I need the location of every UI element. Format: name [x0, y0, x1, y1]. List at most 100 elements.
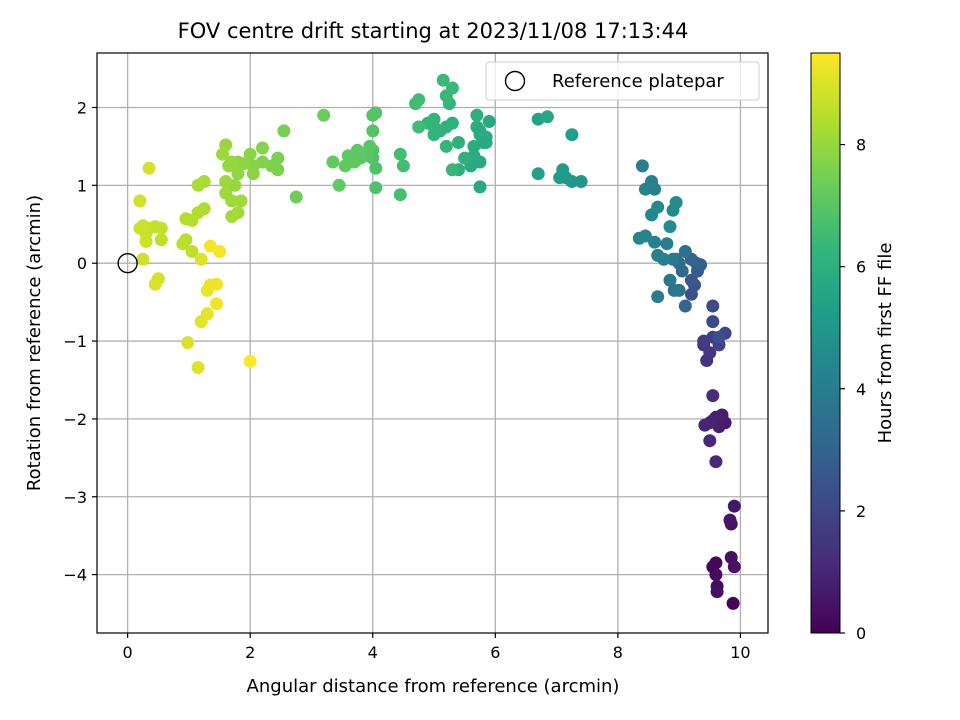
data-point [632, 231, 646, 245]
x-axis-label: Angular distance from reference (arcmin) [247, 676, 620, 697]
data-point [565, 128, 579, 142]
data-point [326, 155, 340, 169]
data-point [666, 252, 680, 266]
y-tick-label: −4 [63, 566, 87, 585]
plot-frame [96, 52, 769, 634]
data-point [651, 248, 665, 262]
data-point [445, 163, 459, 177]
data-point [436, 73, 450, 87]
data-point [706, 299, 720, 313]
data-point [181, 336, 195, 350]
data-point [445, 81, 459, 95]
data-point [473, 124, 487, 138]
x-tick-label: 4 [368, 643, 378, 662]
data-point [136, 252, 150, 266]
data-point [369, 161, 383, 175]
data-point [234, 194, 248, 208]
x-tick-label: 6 [490, 643, 500, 662]
y-axis-label: Rotation from reference (arcmin) [24, 195, 45, 491]
data-point [473, 180, 487, 194]
data-point [663, 273, 677, 287]
data-point [709, 556, 723, 570]
colorbar-tick-label: 4 [856, 380, 866, 399]
data-point [648, 235, 662, 249]
legend-entry-reference-platepar: Reference platepar [552, 71, 724, 92]
data-point [684, 273, 698, 287]
data-point [709, 568, 723, 582]
data-point [458, 151, 472, 165]
colorbar-tick-label: 0 [856, 624, 866, 643]
data-point [427, 112, 441, 126]
data-points [133, 73, 741, 610]
data-point [213, 245, 227, 258]
x-tick-label: 10 [730, 643, 750, 662]
data-point [366, 124, 380, 138]
colorbar-tick-label: 2 [856, 502, 866, 521]
data-point [706, 389, 720, 403]
data-point [191, 361, 205, 374]
colorbar-ticks: 0 2 4 6 8 [840, 136, 866, 643]
data-point [277, 124, 291, 138]
data-point [710, 585, 724, 599]
data-point [698, 418, 712, 432]
chart-title: FOV centre drift starting at 2023/11/08 … [178, 19, 689, 43]
data-point [540, 110, 554, 124]
reference-platepar-marker [117, 253, 138, 274]
data-point [678, 245, 692, 258]
data-point [176, 237, 190, 251]
data-point [482, 115, 496, 128]
data-point [531, 167, 545, 181]
data-point [231, 167, 245, 181]
y-tick-label: 0 [77, 254, 87, 273]
data-point [651, 200, 665, 214]
data-point [574, 175, 588, 188]
legend: Reference platepar [485, 61, 760, 101]
data-point [194, 252, 208, 266]
data-point [246, 167, 260, 181]
data-point [393, 188, 407, 202]
data-point [663, 220, 677, 234]
colorbar-label: Hours from first FF file [875, 243, 896, 444]
data-point [723, 513, 737, 527]
data-point [727, 560, 741, 574]
data-point [369, 106, 383, 120]
y-tick-label: 1 [77, 176, 87, 195]
colorbar-tick-label: 6 [856, 258, 866, 277]
data-point [667, 283, 681, 297]
data-point [216, 147, 230, 161]
data-point [210, 297, 223, 311]
data-point [317, 108, 331, 122]
data-point [556, 163, 570, 177]
y-axis-ticks: −4 −3 −2 −1 0 1 2 [63, 98, 97, 585]
x-tick-label: 0 [123, 643, 133, 662]
data-point [219, 175, 233, 188]
data-point [139, 234, 153, 248]
data-point [467, 139, 481, 153]
data-point [225, 210, 239, 223]
data-point [200, 307, 214, 321]
data-point [706, 315, 720, 329]
y-tick-label: −1 [63, 332, 87, 351]
data-point [289, 190, 303, 204]
data-point [412, 120, 426, 134]
data-point [635, 159, 649, 173]
legend-box [485, 61, 760, 101]
colorbar: 0 2 4 6 8 Hours from first FF file [810, 52, 896, 643]
data-point [133, 221, 147, 235]
data-point [185, 245, 199, 258]
data-point [393, 147, 407, 161]
x-tick-label: 8 [613, 643, 623, 662]
data-point [243, 147, 257, 161]
y-tick-label: −3 [63, 488, 87, 507]
data-point [148, 277, 162, 291]
x-tick-label: 2 [245, 643, 255, 662]
data-point [210, 277, 223, 291]
data-point [225, 194, 239, 208]
data-point [142, 161, 156, 175]
colorbar-tick-label: 8 [856, 136, 866, 155]
data-point [660, 237, 674, 251]
data-point [452, 136, 465, 149]
data-point [726, 596, 740, 610]
data-point [133, 194, 147, 208]
